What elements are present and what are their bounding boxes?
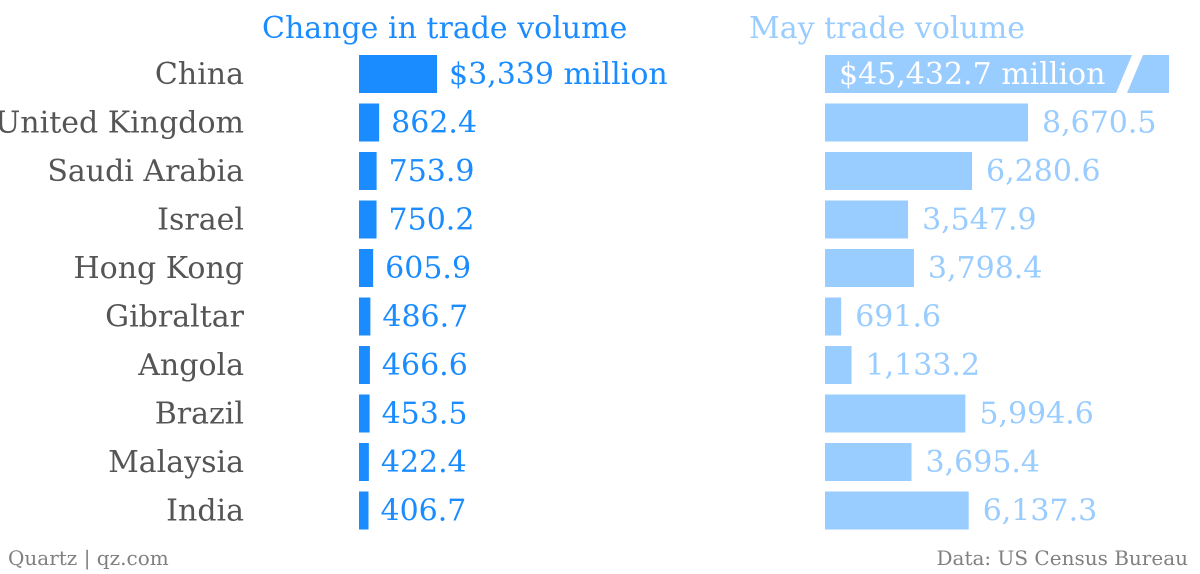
change-bar-israel bbox=[359, 200, 377, 239]
may-bar-malaysia bbox=[825, 443, 912, 481]
category-label-china: China bbox=[155, 57, 244, 92]
may-bar-india bbox=[825, 491, 969, 530]
may-value-label-saudi-arabia: 6,280.6 bbox=[986, 154, 1101, 189]
may-value-label-united-kingdom: 8,670.5 bbox=[1042, 106, 1157, 141]
source-text: Data: US Census Bureau bbox=[937, 546, 1189, 570]
change-bar-saudi-arabia bbox=[359, 152, 377, 190]
may-value-label-angola: 1,133.2 bbox=[866, 348, 981, 383]
change-value-label-gibraltar: 486.7 bbox=[382, 300, 468, 335]
header-may-trade-volume: May trade volume bbox=[749, 11, 1025, 46]
change-bar-angola bbox=[359, 346, 370, 384]
change-value-label-saudi-arabia: 753.9 bbox=[389, 154, 475, 189]
may-value-label-hong-kong: 3,798.4 bbox=[928, 251, 1043, 286]
category-labels: China United Kingdom Saudi Arabia Israel Hon… bbox=[0, 57, 245, 529]
may-value-label-israel: 3,547.9 bbox=[922, 203, 1037, 238]
change-bar-malaysia bbox=[359, 443, 369, 481]
change-bar-india bbox=[359, 491, 369, 530]
may-value-label-brazil: 5,994.6 bbox=[979, 397, 1094, 432]
category-label-angola: Angola bbox=[137, 348, 244, 383]
change-bar-hong-kong bbox=[359, 249, 374, 287]
may-bar-israel bbox=[825, 200, 909, 239]
change-bar-brazil bbox=[359, 394, 370, 433]
may-bar-brazil bbox=[825, 394, 966, 433]
category-label-malaysia: Malaysia bbox=[108, 445, 244, 480]
may-value-label-india: 6,137.3 bbox=[983, 494, 1098, 529]
may-value-label-china: $45,432.7 million bbox=[839, 57, 1105, 92]
change-value-label-united-kingdom: 862.4 bbox=[391, 106, 477, 141]
category-label-gibraltar: Gibraltar bbox=[105, 300, 245, 335]
change-bar-china bbox=[359, 55, 437, 93]
change-value-label-india: 406.7 bbox=[381, 494, 467, 529]
change-value-label-angola: 466.6 bbox=[382, 348, 468, 383]
change-value-label-hong-kong: 605.9 bbox=[385, 251, 471, 286]
may-bar-angola bbox=[825, 346, 852, 384]
may-value-label-malaysia: 3,695.4 bbox=[926, 445, 1041, 480]
category-label-israel: Israel bbox=[157, 203, 244, 238]
category-label-india: India bbox=[166, 494, 244, 529]
change-value-label-malaysia: 422.4 bbox=[381, 445, 467, 480]
may-trade-volume-bars: $45,432.7 million 8,670.5 6,280.6 3,547.9 3,… bbox=[825, 55, 1169, 530]
change-value-label-israel: 750.2 bbox=[389, 203, 475, 238]
change-bar-united-kingdom bbox=[359, 103, 380, 142]
axis-break-mark bbox=[1116, 55, 1143, 93]
change-value-label-brazil: 453.5 bbox=[382, 397, 468, 432]
may-bar-saudi-arabia bbox=[825, 152, 973, 190]
category-label-hong-kong: Hong Kong bbox=[74, 251, 244, 286]
change-in-trade-volume-bars: $3,339 million 862.4 753.9 750.2 605.9 486.7 4… bbox=[359, 55, 668, 530]
may-bar-gibraltar bbox=[825, 297, 842, 336]
category-label-united-kingdom: United Kingdom bbox=[0, 106, 244, 141]
may-bar-hong-kong bbox=[825, 249, 914, 287]
change-value-label-china: $3,339 million bbox=[449, 57, 668, 92]
category-label-saudi-arabia: Saudi Arabia bbox=[47, 154, 244, 189]
change-bar-gibraltar bbox=[359, 297, 371, 336]
may-bar-united-kingdom bbox=[825, 103, 1028, 142]
may-bar-china bbox=[825, 55, 1169, 93]
category-label-brazil: Brazil bbox=[155, 397, 244, 432]
header-change-in-trade-volume: Change in trade volume bbox=[262, 11, 627, 46]
may-value-label-gibraltar: 691.6 bbox=[855, 300, 941, 335]
credit-text: Quartz | qz.com bbox=[8, 546, 169, 571]
